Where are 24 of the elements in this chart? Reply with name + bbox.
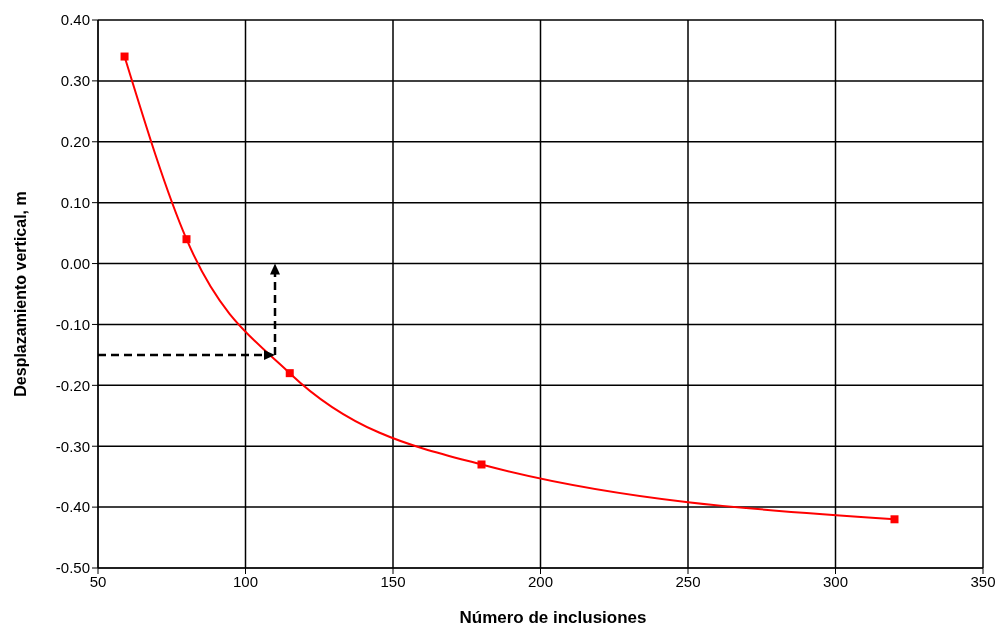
y-tick-label: -0.30	[55, 437, 90, 455]
x-tick-label: 150	[380, 572, 406, 590]
x-tick-label: 50	[89, 572, 107, 590]
x-axis-title: Número de inclusiones	[458, 608, 648, 628]
y-tick-label: -0.10	[55, 315, 90, 333]
y-tick-label: 0.30	[60, 72, 90, 90]
point	[120, 52, 129, 61]
point	[477, 460, 486, 469]
point	[890, 515, 899, 524]
y-tick-label: -0.50	[55, 559, 90, 577]
x-tick-label: 200	[527, 572, 554, 590]
x-tick-label: 300	[822, 572, 849, 590]
y-tick-label: 0.40	[60, 11, 90, 29]
y-tick-label: -0.40	[55, 498, 90, 516]
point	[285, 369, 294, 378]
y-tick-label: 0.00	[60, 254, 90, 272]
y-tick-label: 0.10	[60, 193, 90, 211]
x-tick-label: 100	[232, 572, 259, 590]
y-tick-label: 0.20	[60, 133, 90, 151]
point	[182, 235, 191, 244]
y-tick-label: -0.20	[55, 376, 90, 394]
x-tick-label: 250	[675, 572, 701, 590]
y-axis-title: Desplazamiento vertical, m	[11, 191, 29, 397]
x-tick-label: 350	[970, 572, 996, 590]
